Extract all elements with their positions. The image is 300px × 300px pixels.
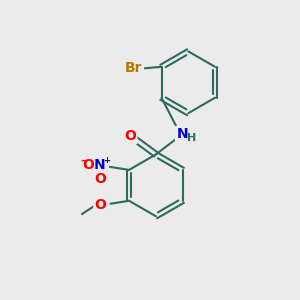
Text: O: O	[124, 129, 136, 143]
Text: Br: Br	[125, 61, 142, 75]
Text: -: -	[81, 155, 85, 166]
Text: N: N	[94, 158, 106, 172]
Text: H: H	[188, 133, 197, 142]
Text: O: O	[94, 172, 106, 186]
Text: O: O	[94, 198, 106, 212]
Text: +: +	[103, 156, 110, 165]
Text: N: N	[176, 127, 188, 141]
Text: O: O	[82, 158, 94, 172]
